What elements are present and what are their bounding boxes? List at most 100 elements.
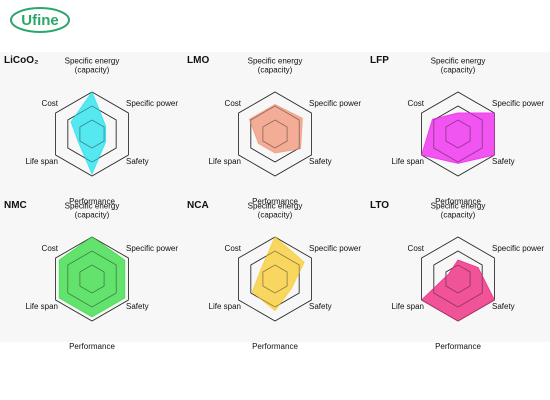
axis-label: Life span [26,157,58,166]
grid-hexagon-overlay [445,264,471,294]
radar-panel: NMC Specific energy (capacity) Specific pow… [0,197,180,352]
panel-title: LiCoO₂ [4,55,39,66]
axis-label-line: Life span [26,302,58,311]
axis-label-line: Specific power [309,244,361,253]
logo-text: Ufine [21,12,59,29]
axis-label: Specific energy (capacity) [431,57,486,75]
axis-label: Specific power [492,99,544,108]
axis-label-line: Life span [392,302,424,311]
axis-label-line: (capacity) [75,66,110,75]
data-polygon [420,259,496,322]
radar-chart: Specific energy (capacity) Specific power S… [209,57,362,207]
grid-hexagon-overlay [250,250,300,308]
axis-label: Cost [42,99,59,108]
radar-chart: Specific energy (capacity) Specific power S… [392,202,545,352]
axis-label: Performance [435,342,481,351]
axis-label: Cost [225,99,242,108]
axis-label: Specific power [126,99,178,108]
axis-label-line: Safety [309,157,332,166]
axis-label-line: Safety [126,157,149,166]
axis-label-line: Performance [69,342,115,351]
radar-chart: Specific energy (capacity) Specific power S… [209,202,362,352]
axis-label: Safety [309,157,332,166]
axis-label: Life span [392,157,424,166]
grid-hexagon-overlay [67,250,117,308]
grid-hexagon-overlay [79,264,105,294]
axis-label: Safety [126,302,149,311]
axis-label-line: Safety [309,302,332,311]
axis-label-line: Specific power [492,244,544,253]
axis-label-line: Performance [435,197,481,206]
axis-label-line: Performance [69,197,115,206]
axis-label-line: (capacity) [441,66,476,75]
data-polygon [251,236,305,312]
axis-label-line: (capacity) [75,211,110,220]
axis-label: Cost [42,244,59,253]
grid-hexagon-overlay [433,250,483,308]
axis-label: Performance [69,197,115,206]
axis-label-line: Safety [492,157,515,166]
axis-label: Specific energy (capacity) [65,202,120,220]
grid-hexagon-overlay [262,119,288,149]
radar-panel: LMO Specific energy (capacity) Specific pow… [183,52,363,207]
grid-hexagon-overlay [262,264,288,294]
axis-label-line: Safety [126,302,149,311]
panel-title: NMC [4,200,27,211]
axis-label-line: Specific energy [431,202,486,211]
axis-label-line: Specific power [126,244,178,253]
axis-label: Performance [252,342,298,351]
axis-label: Safety [492,302,515,311]
axis-label: Cost [408,244,425,253]
axis-label: Safety [492,157,515,166]
axis-label-line: Life span [392,157,424,166]
panel-title: LMO [187,55,210,66]
radar-chart: Specific energy (capacity) Specific power S… [26,202,179,352]
radar-panel: LTO Specific energy (capacity) Specific pow… [366,197,546,352]
radar-chart: Specific energy (capacity) Specific power S… [392,57,545,207]
axis-label: Cost [408,99,425,108]
panel-title: LFP [370,55,389,66]
axis-label-line: Specific power [309,99,361,108]
axis-label-line: Cost [42,244,59,253]
grid-hexagon-overlay [238,91,312,177]
axis-label-line: Safety [492,302,515,311]
grid-hexagon-overlay [445,119,471,149]
axis-label-line: Performance [252,197,298,206]
axis-label-line: Cost [225,99,242,108]
axis-label-line: Performance [252,342,298,351]
axis-label-line: (capacity) [258,66,293,75]
axis-label: Specific energy (capacity) [65,57,120,75]
grid-hexagon-overlay [421,91,495,177]
axis-label: Cost [225,244,242,253]
radar-panel: LiCoO₂ Specific energy (capacity) Specific … [0,52,180,207]
radar-chart-grid: LiCoO₂ Specific energy (capacity) Specific … [0,52,550,352]
axis-label: Performance [252,197,298,206]
axis-label-line: Specific energy [65,57,120,66]
axis-label: Specific energy (capacity) [431,202,486,220]
axis-label-line: Specific energy [65,202,120,211]
axis-label-line: Specific energy [248,57,303,66]
axis-label-line: Life span [209,157,241,166]
axis-label-line: Life span [209,302,241,311]
ufine-logo: Ufine [10,7,70,33]
grid-hexagon-overlay [79,119,105,149]
grid-hexagon-overlay [250,105,300,163]
axis-label: Specific power [309,99,361,108]
axis-label: Life span [209,302,241,311]
axis-label: Specific energy (capacity) [248,202,303,220]
axis-label: Specific energy (capacity) [248,57,303,75]
axis-label: Life span [392,302,424,311]
data-polygon [248,104,303,154]
axis-label-line: (capacity) [441,211,476,220]
panel-title: LTO [370,200,390,211]
axis-label-line: Specific power [492,99,544,108]
axis-label-line: Cost [42,99,59,108]
data-polygon [420,112,495,164]
axis-label: Life span [209,157,241,166]
grid-hexagon-overlay [55,91,129,177]
axis-label-line: (capacity) [258,211,293,220]
grid-hexagon-overlay [238,236,312,322]
axis-label: Specific power [309,244,361,253]
radar-chart: Specific energy (capacity) Specific power S… [26,57,179,207]
axis-label-line: Specific energy [248,202,303,211]
